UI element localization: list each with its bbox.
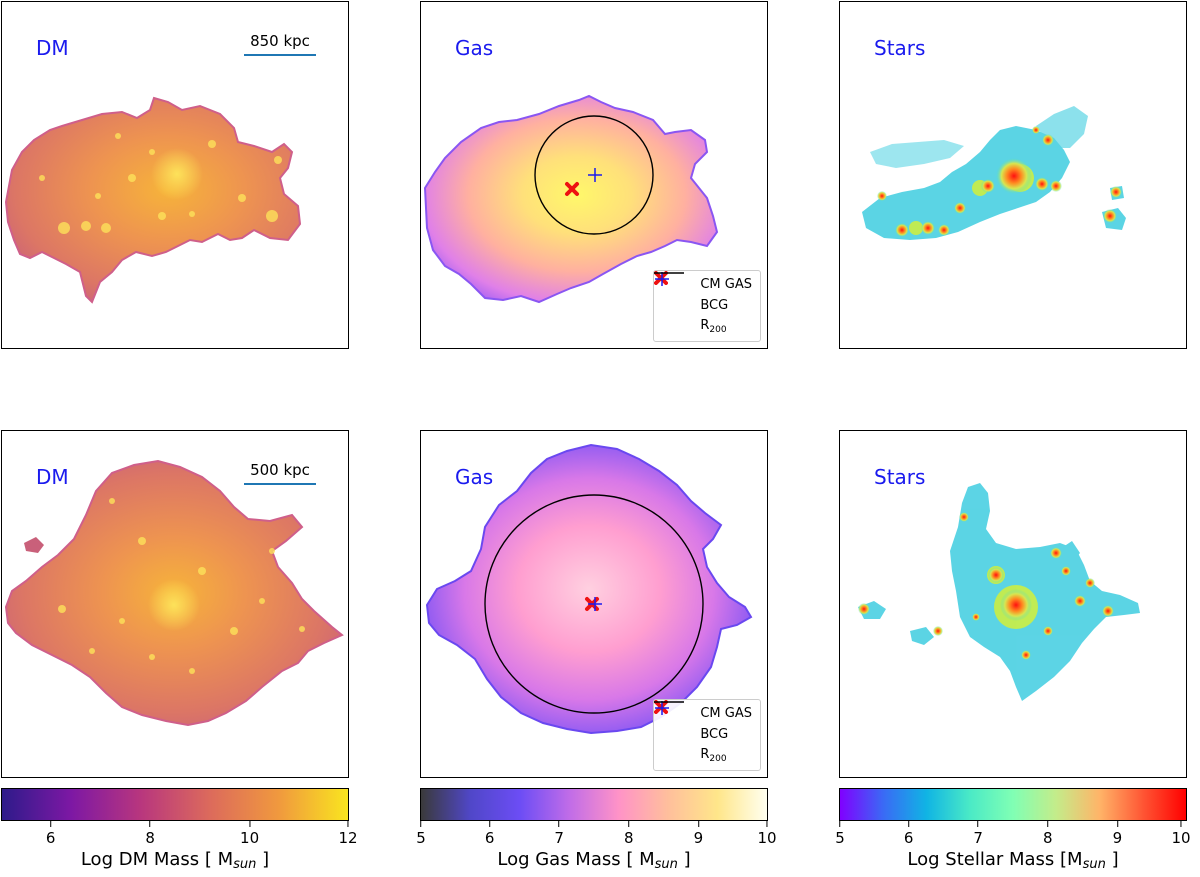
top-gas-panel: Gas CM GAS BCG R200 xyxy=(420,1,768,349)
dm-substructure xyxy=(58,498,305,674)
panel-label: Stars xyxy=(874,36,926,60)
gas-shape xyxy=(425,443,753,735)
panel-label: DM xyxy=(36,36,69,60)
tick: 9 xyxy=(694,821,703,847)
tick: 6 xyxy=(904,821,913,847)
cm-gas-marker xyxy=(565,182,579,196)
r200-circle xyxy=(534,115,654,235)
tick: 6 xyxy=(46,821,55,847)
legend-label: CM GAS xyxy=(700,277,752,292)
tick: 8 xyxy=(624,821,634,847)
bottom-dm-map xyxy=(4,459,344,727)
gas-colorbar-ticks: 5 6 7 8 9 10 xyxy=(416,821,777,849)
r200-circle xyxy=(484,494,704,714)
scale-bar: 850 kpc xyxy=(244,32,316,56)
legend: CM GAS BCG R200 xyxy=(653,270,761,342)
dm-colorbar-label: Log DM Mass [ Msun ] xyxy=(80,849,270,872)
top-dm-map xyxy=(4,96,302,304)
dm-halo-shape xyxy=(4,96,302,304)
stellar-satellites xyxy=(858,512,1114,660)
panel-label: Gas xyxy=(455,36,494,60)
tick: 5 xyxy=(416,821,426,847)
legend-item-cm-gas: CM GAS xyxy=(654,271,752,295)
tick: 6 xyxy=(485,821,494,847)
legend-item-bcg: BCG xyxy=(655,701,752,745)
stellar-distribution xyxy=(858,483,1140,701)
bcg-marker xyxy=(588,597,602,611)
bcg-stellar-core xyxy=(996,158,1032,194)
legend-item-bcg: BCG xyxy=(655,272,752,316)
legend-item-cm-gas: CM GAS xyxy=(654,700,752,724)
bottom-gas-panel: Gas CM GAS BCG R200 xyxy=(420,430,768,778)
top-gas-map xyxy=(423,94,719,304)
scale-bar-line xyxy=(244,483,316,485)
bottom-stars-panel: Stars xyxy=(839,430,1187,778)
legend-label: R200 xyxy=(700,747,727,764)
legend-label: CM GAS xyxy=(700,706,752,721)
bcg-marker xyxy=(588,168,602,182)
scale-bar-label: 850 kpc xyxy=(250,32,310,50)
top-stars-map xyxy=(862,106,1126,240)
gas-colorbar-label: Log Gas Mass [ Msun ] xyxy=(497,849,691,872)
stellar-colorbar-label: Log Stellar Mass [Msun ] xyxy=(907,849,1119,872)
tick: 10 xyxy=(240,821,259,847)
scale-bar-label: 500 kpc xyxy=(250,461,310,479)
legend-item-r200: R200 xyxy=(654,701,752,766)
legend-item-r200: R200 xyxy=(654,272,752,337)
dm-core-glow xyxy=(148,579,200,631)
top-stars-panel: Stars xyxy=(839,1,1187,349)
stellar-colorbar xyxy=(839,788,1187,821)
legend-label: BCG xyxy=(700,298,729,313)
top-dm-panel: DM 850 kpc xyxy=(1,1,349,349)
tick: 10 xyxy=(1171,821,1191,847)
panel-label: DM xyxy=(36,465,69,489)
bottom-gas-map xyxy=(425,443,753,735)
gas-shape xyxy=(423,94,719,304)
legend: CM GAS BCG R200 xyxy=(653,699,761,771)
dm-colorbar-ticks: 6 8 10 12 xyxy=(1,821,358,849)
panel-label: Stars xyxy=(874,465,926,489)
panel-label: Gas xyxy=(455,465,494,489)
dm-colorbar xyxy=(1,788,349,821)
legend-label: BCG xyxy=(700,727,729,742)
bcg-stellar-core xyxy=(1000,589,1032,621)
gas-colorbar xyxy=(420,788,768,821)
dm-substructure xyxy=(39,133,282,234)
bottom-dm-panel: DM 500 kpc xyxy=(1,430,349,778)
stellar-distribution xyxy=(862,106,1126,240)
dm-core-glow xyxy=(151,148,203,200)
stellar-colorbar-ticks: 5 6 7 8 9 10 xyxy=(835,821,1191,849)
tick: 9 xyxy=(1113,821,1122,847)
scale-bar-line xyxy=(244,54,316,56)
tick: 8 xyxy=(145,821,155,847)
legend-label: R200 xyxy=(700,318,727,335)
tick: 7 xyxy=(554,821,564,847)
tick: 10 xyxy=(757,821,777,847)
stellar-satellites xyxy=(877,126,1122,237)
tick: 5 xyxy=(835,821,845,847)
bottom-stars-map xyxy=(858,483,1140,701)
tick: 12 xyxy=(338,821,358,847)
tick: 7 xyxy=(973,821,983,847)
scale-bar: 500 kpc xyxy=(244,461,316,485)
tick: 8 xyxy=(1043,821,1053,847)
